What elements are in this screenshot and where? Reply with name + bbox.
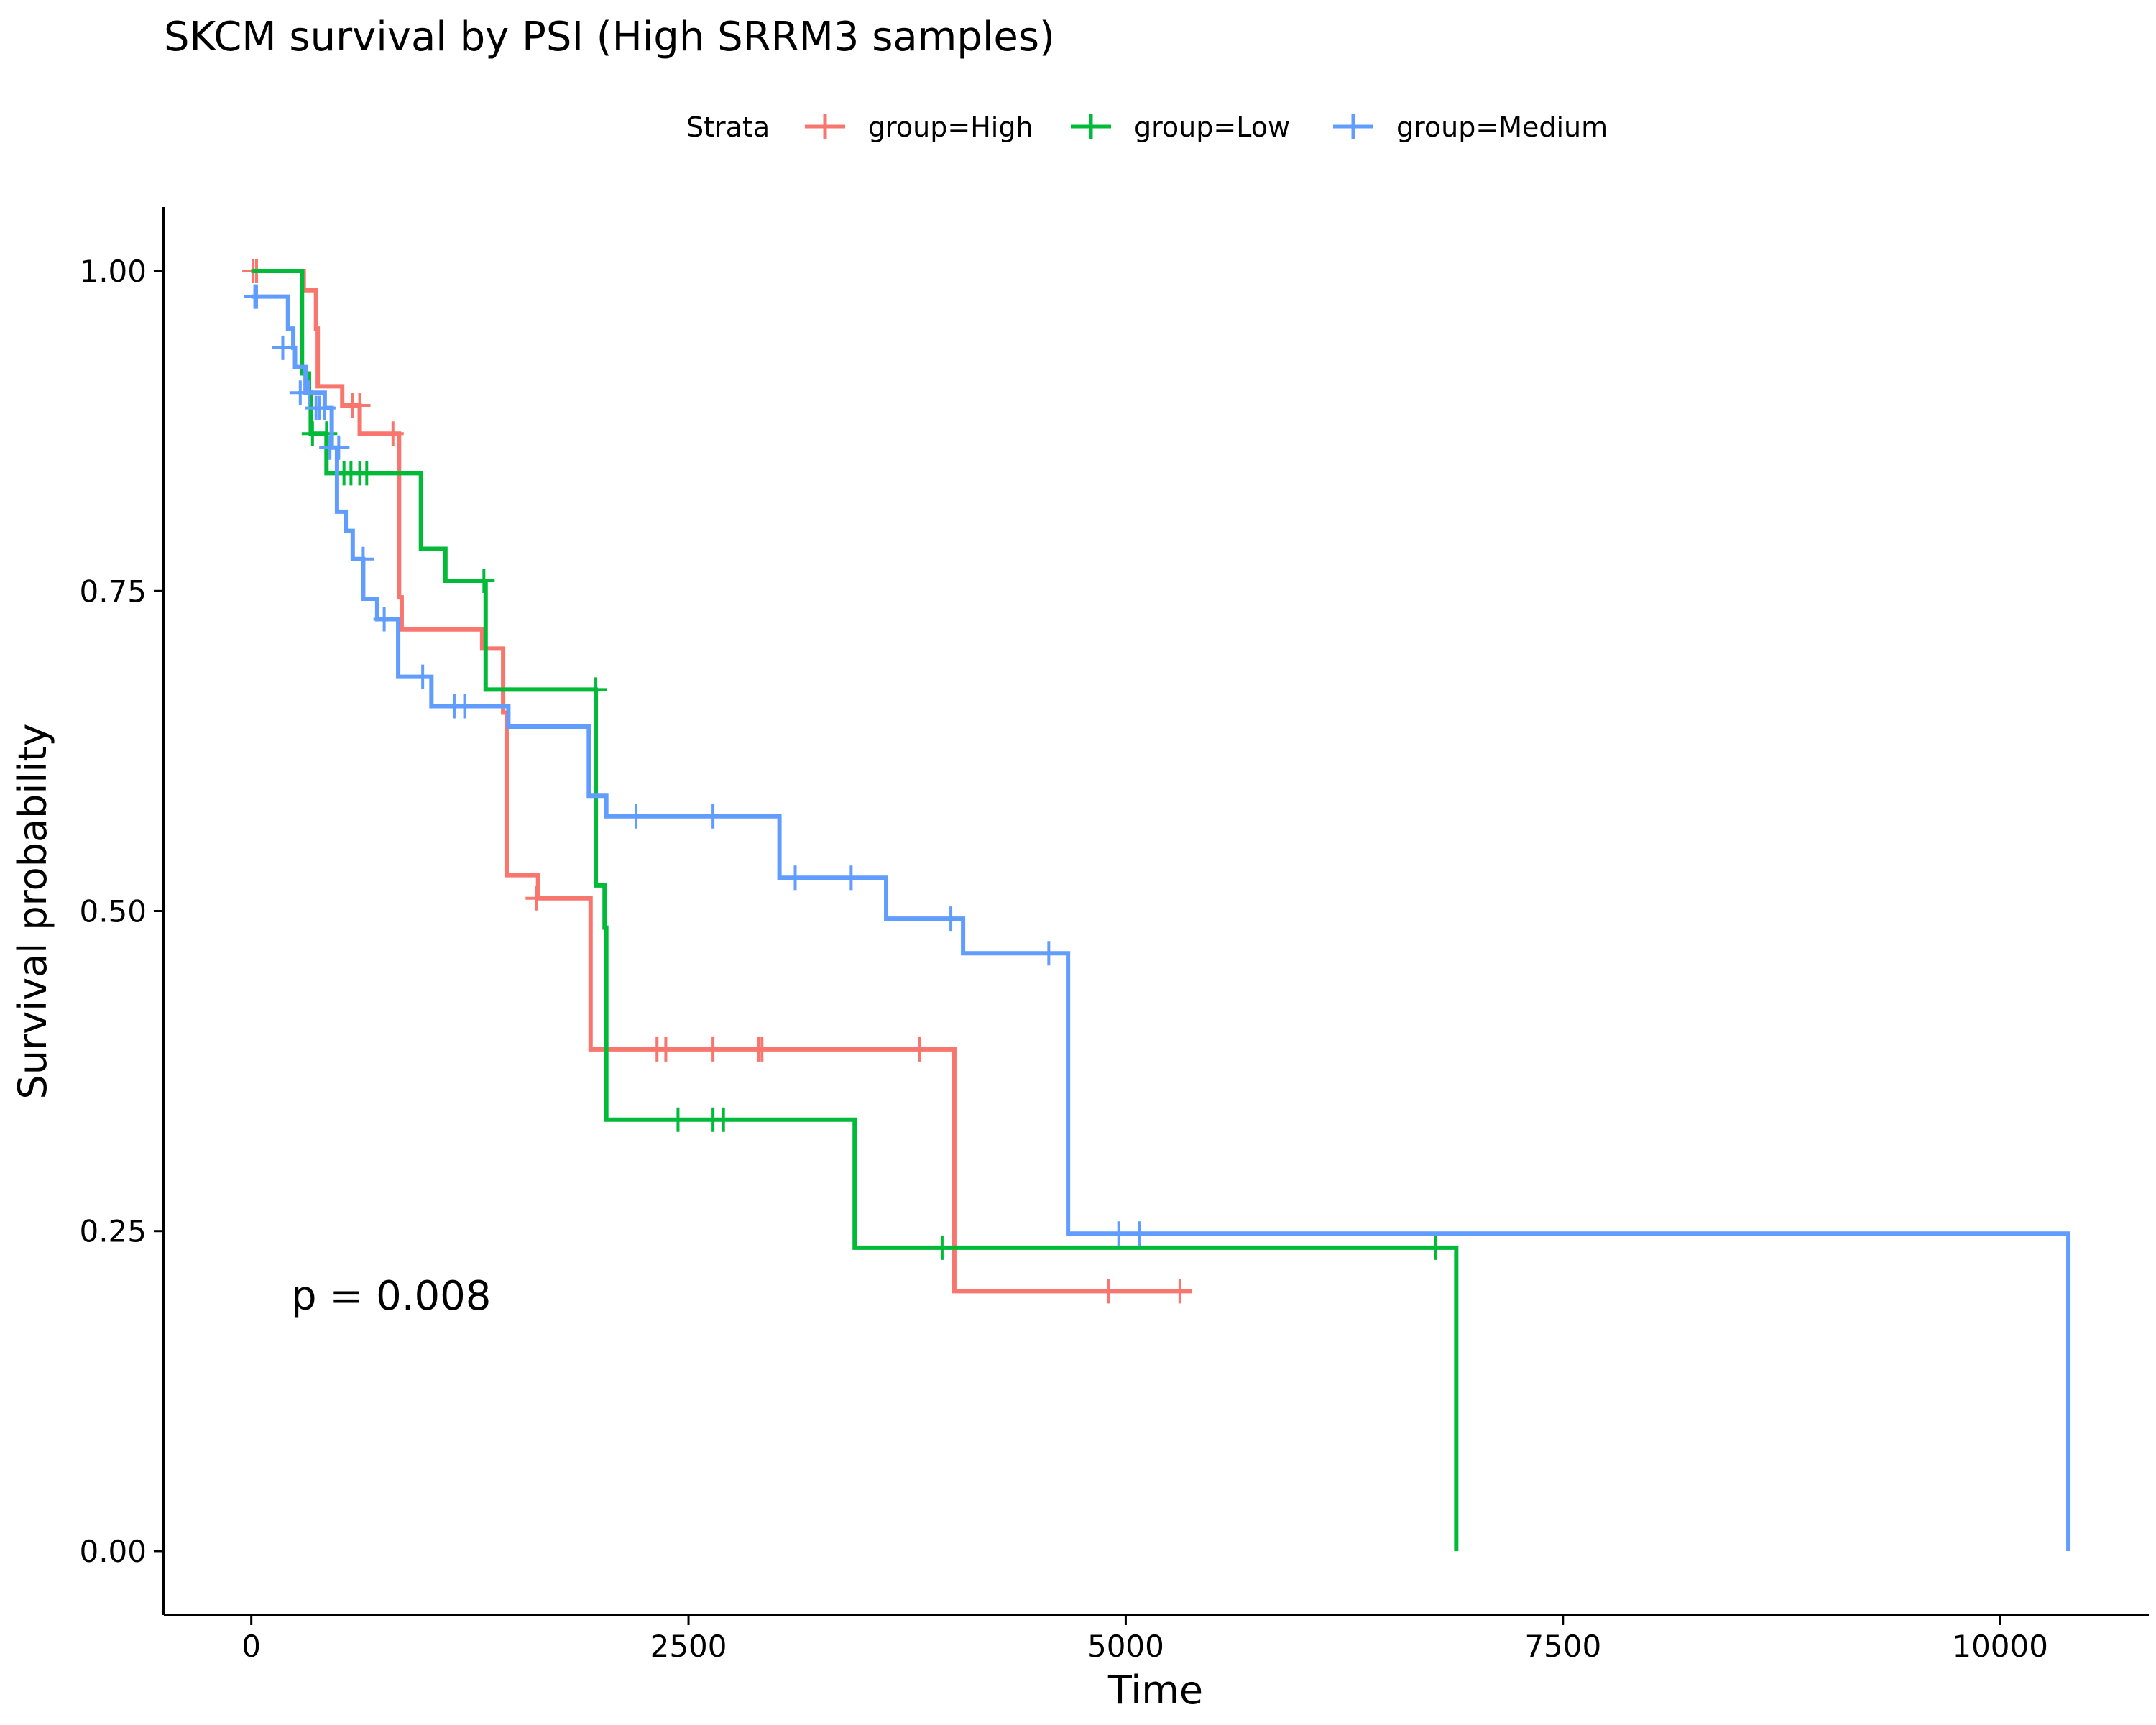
legend-key <box>805 114 845 139</box>
censor-mark <box>473 569 495 594</box>
x-tick-label: 10000 <box>1952 1629 2048 1664</box>
survival-curve <box>251 294 2071 1551</box>
legend-label: group=High <box>868 111 1033 143</box>
censor-mark <box>712 1107 734 1132</box>
x-tick-label: 7500 <box>1524 1629 1601 1664</box>
series-low <box>251 269 1459 1551</box>
censor-mark <box>373 607 395 632</box>
censor-mark <box>1038 941 1060 966</box>
censor-mark <box>1107 1221 1130 1246</box>
censor-mark <box>525 886 548 911</box>
censor-mark <box>702 804 724 829</box>
legend-label: group=Low <box>1134 111 1290 143</box>
legend-label: group=Medium <box>1396 111 1608 143</box>
y-axis-label: Survival probability <box>10 724 55 1100</box>
censor-mark <box>931 1235 953 1260</box>
y-tick-label: 1.00 <box>79 254 147 289</box>
censor-mark <box>751 1036 773 1062</box>
censor-mark <box>272 335 294 360</box>
plot-axes: 0 2500 5000 7500 10000 0.00 0.25 0.50 0.75 1.00 <box>79 207 2149 1664</box>
censor-mark <box>313 395 336 420</box>
x-tick-label: 5000 <box>1087 1629 1164 1664</box>
series-layer <box>242 259 2071 1551</box>
legend: Strata group=High group=Low group=Medium <box>686 111 1608 143</box>
survival-curve <box>251 269 1459 1551</box>
censor-mark <box>453 694 476 719</box>
series-high <box>242 259 1192 1304</box>
legend-entry: group=Low <box>1071 111 1290 143</box>
censor-mark <box>667 1107 689 1132</box>
censor-mark <box>1128 1221 1151 1246</box>
chart-title: SKCM survival by PSI (High SRRM3 samples… <box>164 14 1055 60</box>
censor-mark <box>940 906 962 932</box>
censor-mark <box>908 1036 931 1062</box>
censor-mark <box>349 393 371 418</box>
censor-mark <box>352 546 374 571</box>
censor-mark <box>702 1036 724 1062</box>
y-tick-label: 0.25 <box>79 1214 147 1249</box>
censor-mark <box>1169 1279 1191 1304</box>
y-tick-label: 0.00 <box>79 1534 147 1569</box>
censor-mark <box>585 677 607 702</box>
x-tick-label: 2500 <box>650 1629 727 1664</box>
p-value-annotation: p = 0.008 <box>291 1273 491 1320</box>
censor-mark <box>328 435 350 460</box>
legend-key <box>1333 114 1373 139</box>
censor-mark <box>298 380 320 405</box>
survival-curve <box>251 269 1192 1294</box>
censor-mark <box>382 421 404 446</box>
censor-mark <box>784 865 806 891</box>
censor-mark <box>655 1036 677 1062</box>
y-tick-label: 0.50 <box>79 894 147 929</box>
censor-mark <box>315 421 338 446</box>
legend-entry: group=High <box>805 111 1033 143</box>
legend-title: Strata <box>686 111 770 143</box>
x-axis-label: Time <box>1107 1668 1203 1713</box>
censor-mark <box>1424 1235 1447 1260</box>
censor-mark <box>1097 1279 1120 1304</box>
y-tick-label: 0.75 <box>79 574 147 609</box>
censor-mark <box>356 461 378 486</box>
series-medium <box>244 284 2071 1551</box>
censor-mark <box>840 865 862 891</box>
censor-mark <box>245 284 267 309</box>
x-tick-label: 0 <box>241 1629 261 1664</box>
legend-key <box>1071 114 1111 139</box>
censor-mark <box>412 664 434 689</box>
legend-entry: group=Medium <box>1333 111 1608 143</box>
censor-mark <box>625 804 648 829</box>
